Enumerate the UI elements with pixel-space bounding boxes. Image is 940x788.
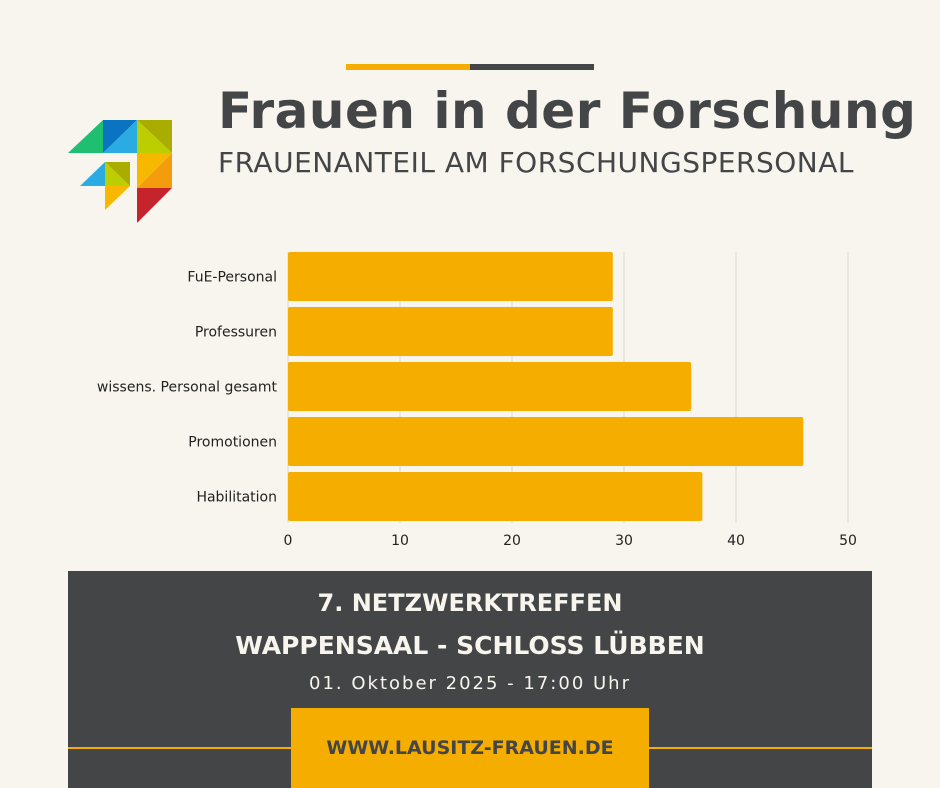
category-label: wissens. Personal gesamt [97,380,278,396]
x-tick-label: 20 [503,533,521,549]
x-tick-label: 10 [391,533,409,549]
page-subtitle: FRAUENANTEIL AM FORSCHUNGSPERSONAL [218,146,855,179]
category-label: Habilitation [196,490,277,506]
x-tick-label: 50 [839,533,857,549]
x-tick-label: 30 [615,533,633,549]
event-date: 01. Oktober 2025 - 17:00 Uhr [309,673,631,694]
event-location: WAPPENSAAL - SCHLOSS LÜBBEN [235,631,705,660]
category-label: Professuren [195,325,277,341]
bar-chart: 0 10 20 30 40 50 FuE-Personal Professuren wissen… [97,252,857,549]
website-link[interactable]: WWW.LAUSITZ-FRAUEN.DE [291,708,649,788]
accent-bar-yellow [346,64,470,70]
bar [288,307,613,356]
bar [288,252,613,301]
x-tick-label: 40 [727,533,745,549]
x-tick-label: 0 [284,533,293,549]
logo [68,120,172,223]
event-title: 7. NETZWERKTREFFEN [317,589,623,617]
bar [288,417,804,466]
category-label: Promotionen [188,435,277,451]
category-label: FuE-Personal [187,270,277,286]
page-title: Frauen in der Forschung [218,82,917,140]
event-panel: 7. NETZWERKTREFFEN WAPPENSAAL - SCHLOSS … [68,571,872,788]
bar [288,362,692,411]
bar [288,472,703,521]
accent-bar-dark [470,64,594,70]
